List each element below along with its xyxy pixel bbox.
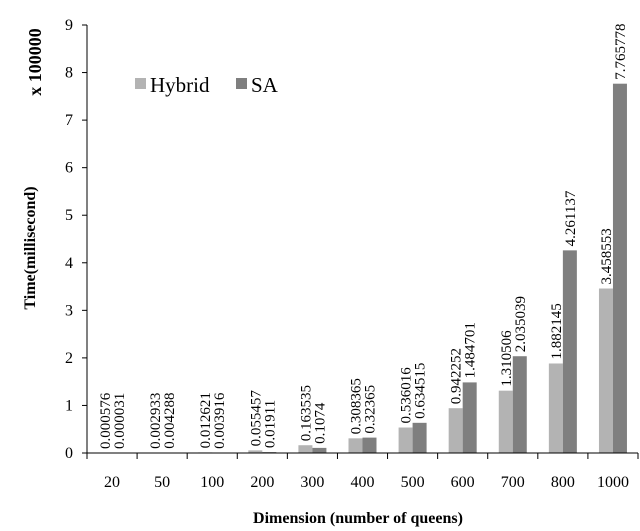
y-tick-label: 2	[65, 350, 73, 367]
bar-sa-1000	[612, 83, 627, 453]
y-tick-label: 5	[65, 207, 73, 224]
x-tick-label: 300	[300, 474, 324, 491]
x-axis-title: Dimension (number of queens)	[253, 510, 463, 527]
x-tick-label: 700	[501, 474, 525, 491]
legend-label-sa: SA	[251, 73, 279, 97]
x-tick-label: 400	[351, 474, 375, 491]
bar-sa-600	[462, 382, 477, 453]
bars-layer	[98, 83, 627, 453]
y-tick-label: 3	[65, 302, 73, 319]
data-label-hybrid-400: 0.308365	[349, 378, 365, 434]
y-tick-label: 7	[65, 112, 73, 129]
data-label-hybrid-20: 0.000576	[98, 392, 114, 449]
y-axis-ticks: 0 1 2 3 4 5 6 7 8 9	[65, 17, 87, 462]
y-tick-label: 6	[65, 160, 73, 177]
bar-hybrid-200	[248, 450, 263, 453]
data-label-sa-50: 0.004288	[162, 393, 178, 449]
data-label-sa-600: 1.484701	[463, 322, 479, 378]
x-axis-ticks: 20 50 100 200 300 400 500 600 700 800 1000	[86, 453, 639, 491]
data-label-hybrid-300: 0.163535	[298, 385, 314, 441]
bar-hybrid-300	[298, 445, 313, 453]
legend-label-hybrid: Hybrid	[150, 73, 210, 97]
bar-sa-700	[512, 356, 527, 453]
data-label-sa-100: 0.003916	[212, 392, 228, 449]
data-label-sa-700: 2.035039	[513, 296, 529, 352]
bar-hybrid-700	[498, 390, 513, 453]
data-label-hybrid-800: 1.882145	[549, 303, 565, 359]
y-multiplier-label: x 100000	[25, 28, 45, 96]
data-label-hybrid-200: 0.055457	[248, 390, 264, 447]
x-tick-label: 1000	[597, 474, 629, 491]
legend-swatch-sa	[236, 78, 247, 89]
bar-hybrid-800	[548, 363, 563, 453]
data-label-hybrid-600: 0.942252	[449, 348, 465, 404]
y-tick-label: 0	[65, 445, 73, 462]
data-label-sa-400: 0.32365	[363, 385, 379, 434]
data-label-sa-200: 0.01911	[262, 400, 278, 448]
x-tick-label: 20	[104, 474, 120, 491]
bar-hybrid-400	[348, 438, 363, 453]
legend: Hybrid SA	[135, 73, 279, 97]
x-tick-label: 50	[154, 474, 170, 491]
x-tick-label: 200	[250, 474, 274, 491]
y-tick-label: 8	[65, 65, 73, 82]
y-tick-label: 4	[65, 255, 73, 272]
data-label-sa-300: 0.1074	[312, 402, 328, 444]
x-tick-label: 100	[200, 474, 224, 491]
data-label-hybrid-100: 0.012621	[198, 392, 214, 448]
data-label-sa-1000: 7.765778	[613, 23, 629, 79]
bar-hybrid-500	[398, 427, 413, 453]
x-tick-label: 800	[551, 474, 575, 491]
data-label-sa-500: 0.634515	[413, 363, 429, 419]
bar-sa-300	[312, 447, 327, 453]
data-label-hybrid-700: 1.310506	[499, 330, 515, 387]
x-tick-label: 500	[401, 474, 425, 491]
bar-hybrid-600	[448, 408, 463, 453]
y-tick-label: 1	[65, 397, 73, 414]
data-label-sa-20: 0.000031	[112, 393, 128, 449]
data-label-sa-800: 4.261137	[563, 190, 579, 246]
data-labels-layer: 0.000576 0.002933 0.012621 0.055457 0.163535…	[98, 23, 629, 449]
y-axis-title: Time(millisecond)	[22, 186, 39, 309]
legend-swatch-hybrid	[135, 78, 146, 89]
data-label-hybrid-1000: 3.458553	[599, 228, 615, 284]
y-tick-label: 9	[65, 17, 73, 34]
bar-sa-500	[412, 422, 427, 453]
bar-sa-400	[362, 437, 377, 453]
data-label-hybrid-50: 0.002933	[148, 393, 164, 449]
data-label-hybrid-500: 0.536016	[399, 367, 415, 424]
x-tick-label: 600	[451, 474, 475, 491]
bar-sa-800	[562, 250, 577, 453]
bar-hybrid-1000	[598, 288, 613, 453]
